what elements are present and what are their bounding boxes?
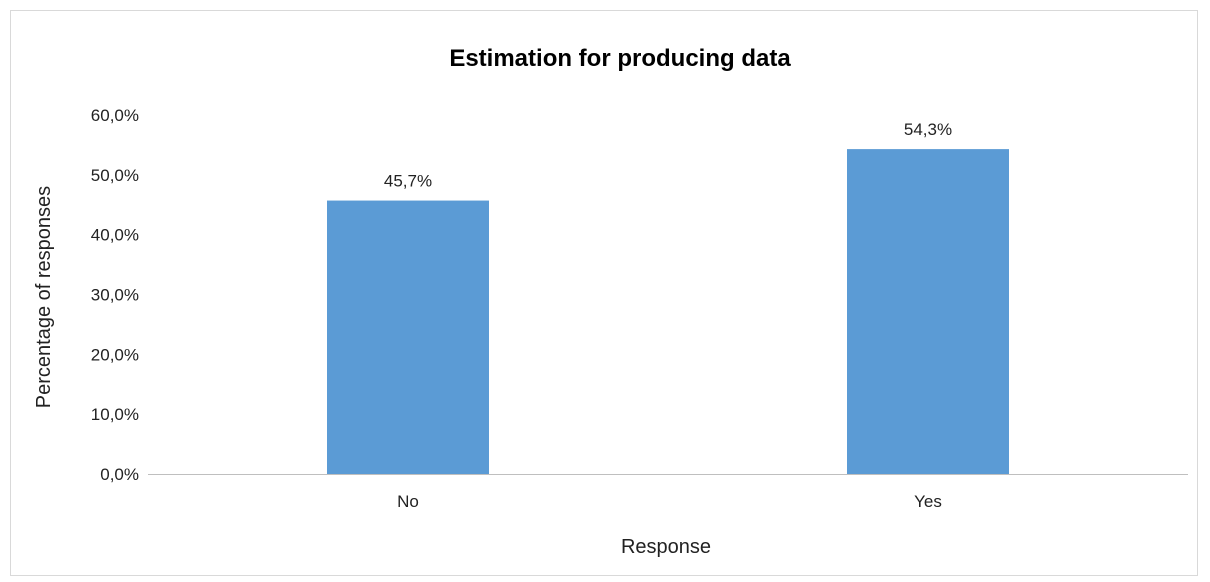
y-tick-label: 30,0% <box>91 286 139 305</box>
y-tick-label: 10,0% <box>91 405 139 424</box>
data-label-no: 45,7% <box>384 172 432 191</box>
y-tick-label: 50,0% <box>91 166 139 185</box>
y-axis-ticks: 0,0% 10,0% 20,0% 30,0% 40,0% 50,0% 60,0% <box>91 106 139 484</box>
y-tick-label: 20,0% <box>91 345 139 364</box>
bar-yes <box>847 149 1009 475</box>
y-axis-title: Percentage of responses <box>33 186 55 408</box>
bars <box>327 149 1009 475</box>
data-labels: 45,7% 54,3% <box>384 120 952 190</box>
data-label-yes: 54,3% <box>904 120 952 139</box>
y-tick-label: 0,0% <box>100 465 139 484</box>
x-tick-label: No <box>397 492 419 511</box>
x-axis-title: Response <box>621 536 711 558</box>
y-tick-label: 60,0% <box>91 106 139 125</box>
x-tick-label: Yes <box>914 492 942 511</box>
x-axis-ticks: No Yes <box>397 492 942 511</box>
chart-title: Estimation for producing data <box>449 45 791 72</box>
bar-no <box>327 200 489 475</box>
y-tick-label: 40,0% <box>91 226 139 245</box>
